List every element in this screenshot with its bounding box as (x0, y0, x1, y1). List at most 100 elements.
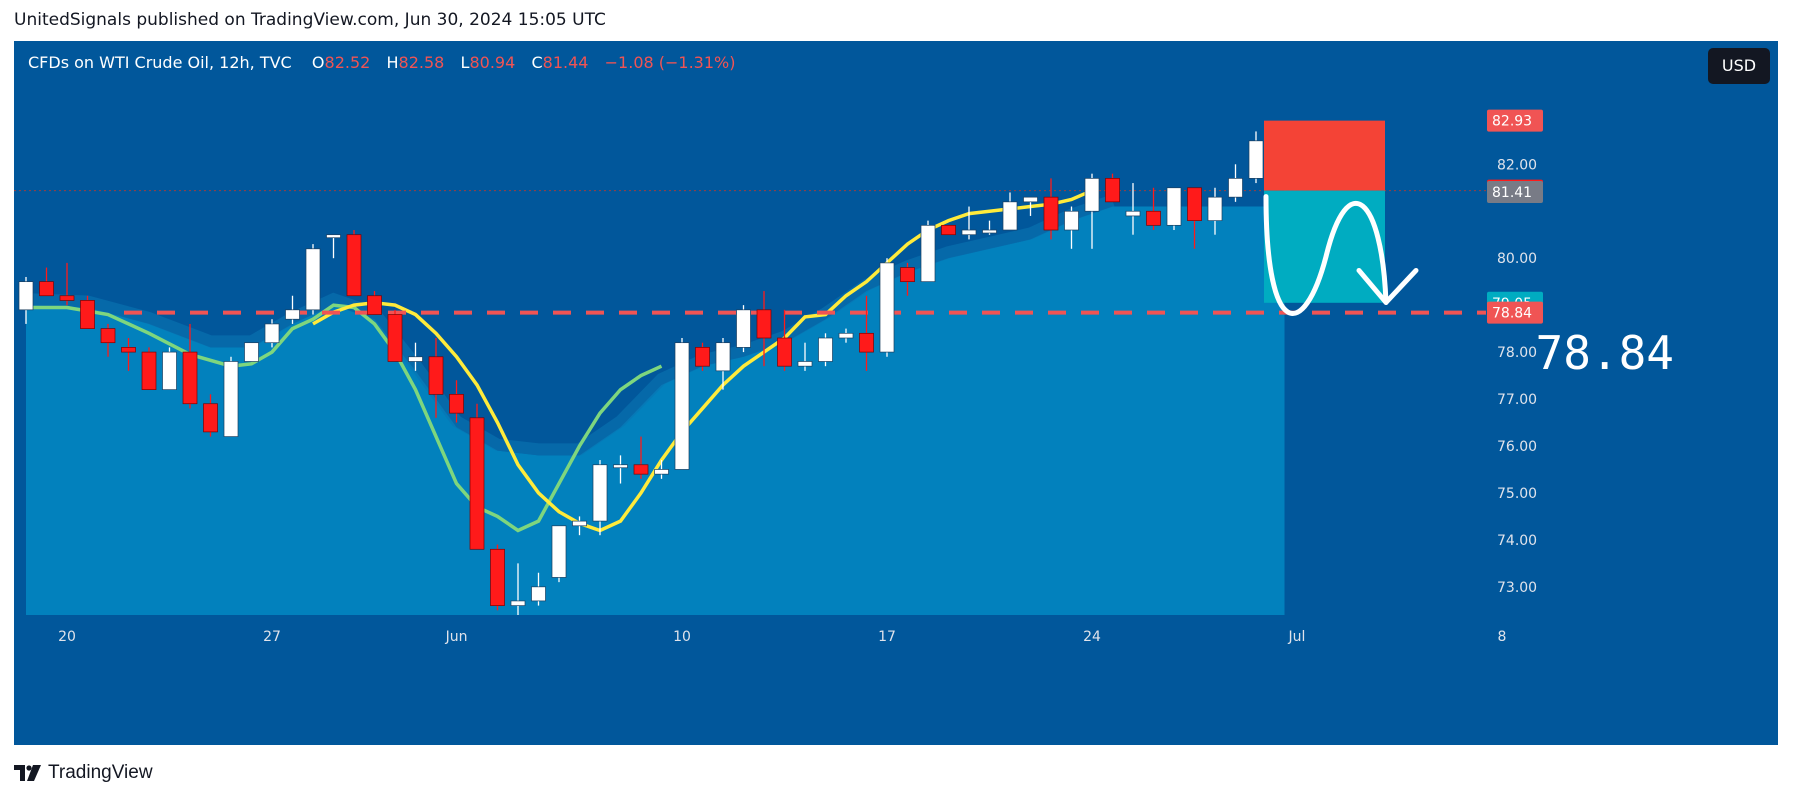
candle[interactable] (1166, 187, 1182, 231)
candle[interactable] (838, 328, 854, 343)
candle[interactable] (1064, 206, 1079, 249)
price-label-box[interactable]: 78.84 (1487, 301, 1543, 324)
candle[interactable] (613, 455, 628, 484)
candle[interactable] (469, 403, 485, 550)
candle-body (141, 351, 157, 390)
stop-loss-zone[interactable] (1264, 120, 1385, 191)
candle[interactable] (879, 258, 895, 357)
candle[interactable] (572, 516, 587, 536)
candle[interactable] (428, 338, 444, 418)
price-tick-label: 74.00 (1497, 533, 1537, 549)
candle[interactable] (920, 220, 936, 283)
candle[interactable] (285, 295, 300, 324)
candle-body (654, 469, 669, 475)
candle-body (367, 295, 382, 315)
price-label-box[interactable]: 82.93 (1487, 109, 1543, 132)
candle[interactable] (859, 295, 874, 371)
candle[interactable] (674, 338, 690, 470)
price-chart[interactable]: 82.0080.0079.0078.0077.0076.0075.0074.00… (14, 41, 1778, 745)
candle[interactable] (121, 338, 136, 371)
candle-body (223, 361, 239, 437)
candle[interactable] (326, 234, 341, 259)
candle[interactable] (203, 394, 218, 437)
open-label: O (311, 53, 325, 72)
price-label-box[interactable]: 81.41 (1487, 180, 1543, 203)
candle[interactable] (162, 347, 177, 390)
chart-panel[interactable]: 82.0080.0079.0078.0077.0076.0075.0074.00… (14, 41, 1778, 745)
candle[interactable] (408, 342, 423, 371)
candle[interactable] (510, 563, 526, 615)
candle[interactable] (182, 323, 198, 409)
low-value: 80.94 (469, 53, 516, 72)
candle[interactable] (1228, 164, 1243, 202)
candle[interactable] (1125, 183, 1141, 235)
ohlc-legend[interactable]: CFDs on WTI Crude Oil, 12h, TVC O82.52 H… (28, 53, 735, 72)
candle[interactable] (1248, 131, 1264, 184)
candle[interactable] (1084, 173, 1100, 249)
candle[interactable] (715, 338, 731, 390)
candle-body (264, 323, 280, 344)
candle[interactable] (592, 460, 608, 536)
candle[interactable] (18, 276, 34, 324)
candle[interactable] (797, 342, 813, 371)
candle[interactable] (59, 262, 75, 306)
tradingview-logo[interactable]: TradingView (14, 760, 153, 786)
price-tick-label: 76.00 (1497, 439, 1537, 455)
candle[interactable] (387, 309, 403, 362)
candle-body (1166, 187, 1182, 226)
candle[interactable] (633, 436, 649, 479)
candle[interactable] (264, 319, 280, 348)
candle[interactable] (367, 291, 382, 315)
candle[interactable] (305, 244, 321, 315)
candle[interactable] (100, 323, 116, 357)
candle[interactable] (244, 342, 259, 362)
price-tick-label: 73.00 (1497, 580, 1537, 596)
price-axis[interactable]: 82.0080.0079.0078.0077.0076.0075.0074.00… (1486, 41, 1778, 711)
candle[interactable] (961, 206, 977, 240)
candle[interactable] (941, 224, 956, 236)
candle[interactable] (1146, 187, 1161, 231)
candle[interactable] (490, 544, 505, 611)
candle[interactable] (80, 295, 95, 329)
candle[interactable] (1105, 173, 1120, 203)
candle-body (346, 234, 362, 297)
time-tick-label: 8 (1498, 629, 1507, 645)
time-axis[interactable]: 20 27 Jun 10 17 24 Jul 8 (14, 615, 1778, 711)
candle[interactable] (982, 220, 997, 235)
candle[interactable] (1207, 187, 1223, 235)
candle[interactable] (900, 262, 915, 296)
candle-body (1105, 178, 1120, 203)
target-level-label: 78.84 (1536, 326, 1674, 380)
time-tick-label: 27 (263, 629, 281, 645)
price-label-text: 78.84 (1492, 306, 1532, 322)
time-tick-label: 24 (1083, 629, 1101, 645)
candle-body (592, 464, 608, 522)
candle-body (80, 300, 95, 329)
candle[interactable] (695, 342, 710, 371)
candle-body (182, 351, 198, 405)
candle[interactable] (449, 380, 464, 423)
candle[interactable] (1023, 196, 1038, 216)
candle[interactable] (736, 305, 751, 353)
candle[interactable] (346, 230, 362, 297)
candle[interactable] (1002, 192, 1018, 231)
candle[interactable] (756, 291, 772, 367)
candle-body (797, 361, 813, 367)
time-tick-label: 17 (878, 629, 896, 645)
candle[interactable] (654, 460, 669, 479)
candle[interactable] (1043, 178, 1059, 240)
candle[interactable] (818, 333, 833, 367)
candle[interactable] (141, 347, 157, 390)
candle[interactable] (39, 267, 54, 297)
candle[interactable] (551, 525, 567, 583)
symbol-name[interactable]: CFDs on WTI Crude Oil, 12h, TVC (28, 53, 292, 72)
candle-body (285, 309, 300, 320)
candle[interactable] (531, 572, 546, 606)
price-label-bg (1487, 109, 1543, 132)
price-label-bg (1487, 301, 1543, 324)
currency-button[interactable]: USD (1708, 48, 1770, 84)
candle[interactable] (1187, 187, 1202, 249)
position-tool[interactable] (1263, 120, 1419, 316)
candle[interactable] (777, 309, 792, 371)
candle[interactable] (223, 356, 239, 437)
